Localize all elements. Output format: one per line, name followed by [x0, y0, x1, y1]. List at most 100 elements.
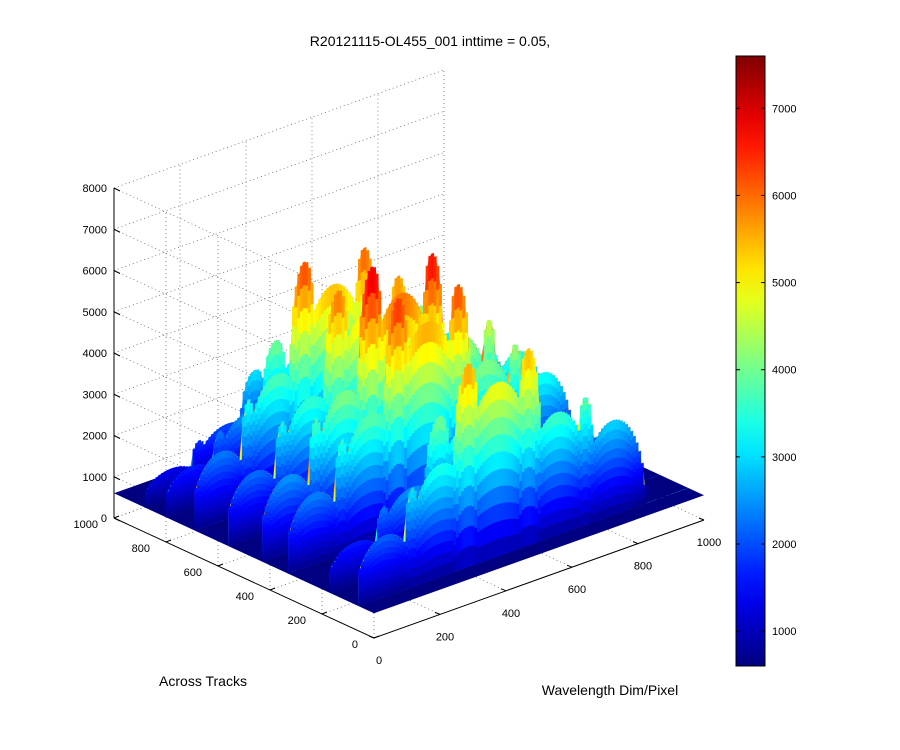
surface-cell	[220, 492, 224, 501]
surface-cell	[307, 289, 311, 314]
surface-cell	[215, 494, 219, 503]
surface-cell	[333, 357, 337, 381]
surface-cell	[254, 476, 258, 485]
surface-cell	[333, 425, 337, 442]
surface-cell	[254, 483, 258, 492]
surface-cell	[331, 321, 335, 344]
surface-cell	[294, 306, 298, 329]
surface-cell	[302, 375, 306, 401]
surface-cell	[289, 343, 293, 361]
surface-cell	[275, 534, 279, 543]
surface-cell	[210, 463, 214, 473]
surface-cell	[239, 459, 243, 467]
surface-cell	[322, 445, 326, 459]
surface-cell	[344, 348, 348, 370]
surface-cell	[223, 450, 227, 459]
surface-cell	[288, 504, 292, 514]
surface-cell	[320, 441, 324, 454]
surface-cell	[307, 311, 311, 336]
surface-cell	[338, 406, 342, 423]
surface-cell	[259, 507, 263, 516]
surface-cell	[249, 413, 253, 426]
surface-cell	[310, 395, 314, 410]
surface-cell	[263, 397, 267, 411]
surface-cell	[330, 403, 334, 418]
surface-cell	[210, 503, 214, 512]
surface-cell	[277, 480, 281, 490]
surface-cell	[315, 303, 319, 324]
surface-cell	[280, 546, 284, 556]
surface-cell	[223, 456, 227, 466]
surface-cell	[220, 450, 224, 459]
surface-cell	[283, 522, 287, 532]
surface-cell	[309, 447, 313, 460]
surface-cell	[341, 316, 345, 339]
surface-cell	[296, 496, 300, 506]
surface-cell	[246, 493, 250, 502]
surface-cell	[291, 488, 295, 498]
surface-cell	[204, 464, 209, 472]
surface-cell	[270, 401, 274, 416]
surface-cell	[347, 351, 351, 371]
surface-cell	[292, 381, 296, 402]
surface-cell	[249, 434, 253, 447]
surface-cell	[273, 399, 277, 414]
surface-cell	[252, 439, 256, 452]
surface-cell	[231, 464, 235, 473]
surface-cell	[328, 446, 332, 462]
surface-cell	[257, 508, 261, 517]
surface-cell	[270, 375, 274, 390]
surface-cell	[318, 298, 322, 319]
surface-cell	[272, 542, 276, 552]
surface-cell	[333, 314, 337, 338]
surface-cell	[218, 486, 222, 495]
surface-cell	[346, 389, 350, 405]
grid-line	[113, 193, 445, 313]
surface-cell	[302, 436, 306, 450]
surface-cell	[272, 529, 276, 538]
surface-cell	[226, 437, 230, 446]
surface-cell	[215, 501, 219, 510]
surface-cell	[310, 323, 314, 346]
surface-cell	[344, 288, 348, 309]
surface-cell	[318, 372, 322, 393]
surface-cell	[223, 498, 227, 507]
surface-cell	[301, 491, 305, 500]
surface-cell	[271, 342, 275, 358]
surface-cell	[231, 458, 235, 467]
surface-cell	[212, 515, 216, 525]
surface-cell	[173, 478, 177, 484]
surface-cell	[212, 454, 216, 464]
surface-cell	[257, 429, 261, 442]
surface-cell	[280, 478, 284, 488]
surface-cell	[231, 443, 235, 453]
surface-cell	[302, 261, 306, 286]
surface-cell	[223, 442, 227, 450]
surface-cell	[281, 441, 285, 454]
surface-cell	[194, 464, 198, 471]
surface-cell	[362, 362, 366, 388]
surface-cell	[210, 516, 214, 526]
surface-cell	[305, 261, 309, 287]
surface-cell	[207, 492, 211, 501]
surface-cell	[349, 417, 353, 434]
surface-cell	[328, 332, 332, 354]
surface-cell	[249, 455, 253, 469]
surface-cell	[244, 457, 248, 470]
surface-cell	[354, 320, 358, 340]
surface-cell	[296, 474, 300, 484]
surface-cell	[220, 471, 224, 480]
surface-cell	[291, 481, 295, 491]
surface-cell	[215, 514, 219, 524]
surface-cell	[247, 409, 251, 423]
surface-cell	[265, 483, 269, 491]
surface-cell	[307, 420, 311, 435]
surface-cell	[249, 524, 253, 533]
surface-cell	[230, 498, 234, 505]
surface-cell	[255, 434, 259, 447]
surface-cell	[195, 442, 199, 449]
surface-cell	[231, 430, 235, 439]
surface-cell	[307, 408, 311, 423]
surface-cell	[370, 317, 374, 345]
surface-cell	[275, 548, 279, 558]
